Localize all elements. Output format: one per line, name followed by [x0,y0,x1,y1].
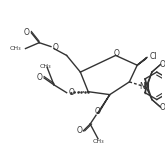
Text: O: O [24,28,29,37]
Text: O: O [36,73,42,83]
Text: CH₃: CH₃ [39,64,51,69]
Text: O: O [76,126,82,135]
Polygon shape [97,95,110,114]
Text: Cl: Cl [150,52,157,61]
Text: O: O [160,60,165,69]
Text: N: N [139,82,145,91]
Text: O: O [69,88,74,97]
Text: O: O [160,103,165,112]
Text: O: O [114,49,120,58]
Polygon shape [137,58,147,65]
Text: O: O [95,107,101,116]
Text: CH₃: CH₃ [92,139,104,144]
Text: CH₃: CH₃ [10,46,22,51]
Text: O: O [53,43,59,52]
